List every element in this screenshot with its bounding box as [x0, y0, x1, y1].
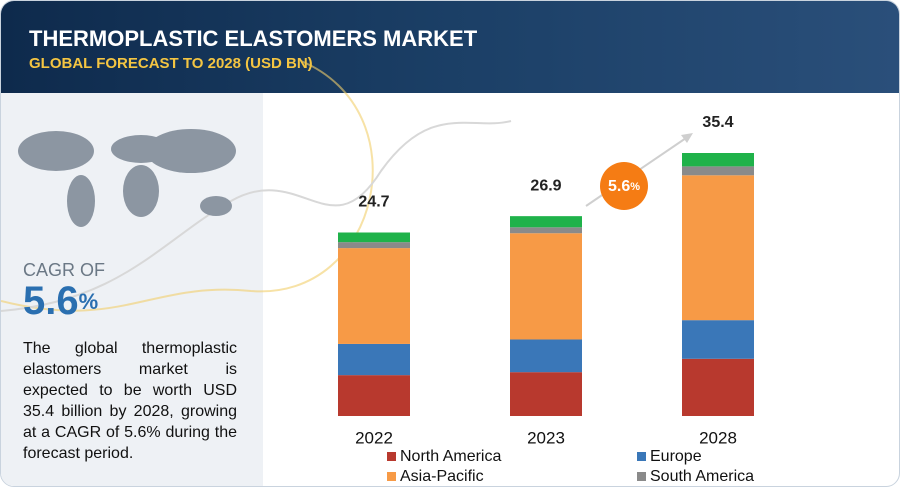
- total-label: 26.9: [530, 177, 561, 194]
- legend-swatch: [637, 452, 646, 461]
- title: THERMOPLASTIC ELASTOMERS MARKET: [29, 26, 478, 51]
- cagr-value: 5.6%: [23, 279, 98, 323]
- trend-arrow-head: [681, 133, 693, 143]
- cagr-label: CAGR OF: [23, 260, 105, 280]
- legend-swatch: [387, 472, 396, 481]
- bar-segment: [510, 227, 582, 234]
- bar-segment: [338, 343, 410, 376]
- bar-segment: [338, 375, 410, 416]
- bar-segment: [510, 233, 582, 340]
- x-tick-label: 2023: [527, 428, 565, 447]
- legend-label: Asia-Pacific: [400, 468, 484, 485]
- total-label: 35.4: [702, 114, 733, 131]
- legend-label: North America: [400, 448, 501, 465]
- subtitle: GLOBAL FORECAST TO 2028 (USD BN): [29, 55, 313, 72]
- x-tick-label: 2028: [699, 428, 737, 447]
- bar-segment: [338, 248, 410, 344]
- bar-segment: [338, 232, 410, 243]
- legend-label: South America: [650, 468, 754, 485]
- bar-segment: [682, 166, 754, 176]
- decor-curve: [1, 60, 374, 312]
- description: The global thermoplastic elastomers mark…: [23, 340, 237, 462]
- bar-segment: [510, 372, 582, 416]
- x-tick-label: 2022: [355, 428, 393, 447]
- bar-segment: [510, 339, 582, 373]
- total-label: 24.7: [358, 194, 389, 211]
- bar-segment: [682, 153, 754, 167]
- cagr-bubble-label: 5.6%: [608, 178, 640, 195]
- header: [1, 1, 899, 93]
- legend-swatch: [387, 452, 396, 461]
- cagr-bubble: [600, 162, 648, 210]
- world-map: [18, 129, 236, 227]
- bar-segment: [682, 175, 754, 321]
- bar-segment: [510, 216, 582, 228]
- bar-segment: [338, 242, 410, 249]
- legend-swatch: [637, 472, 646, 481]
- decor-curve: [1, 120, 512, 312]
- bar-segment: [682, 358, 754, 416]
- bar-segment: [682, 320, 754, 359]
- legend-label: Europe: [650, 448, 702, 465]
